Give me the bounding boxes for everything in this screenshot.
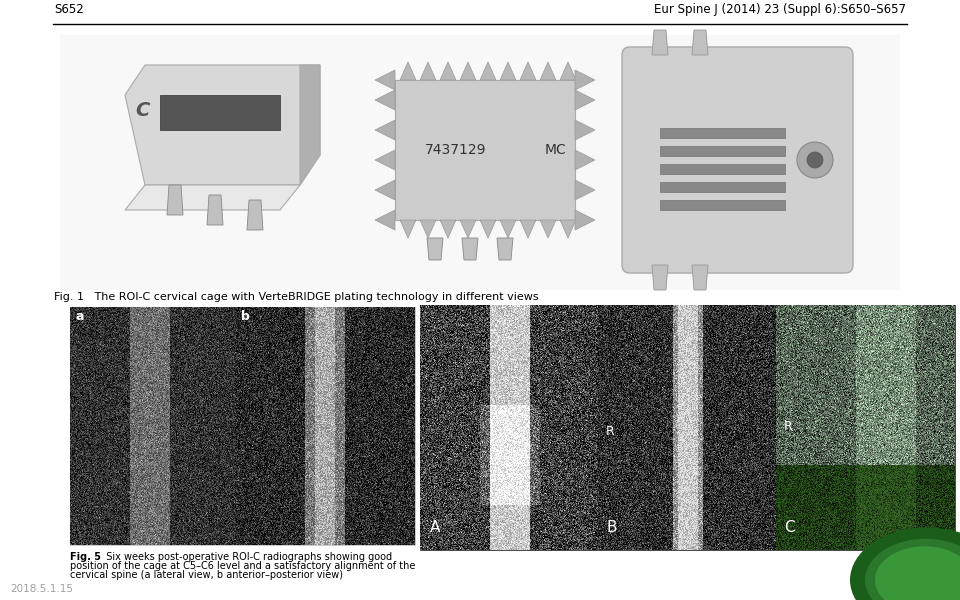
Polygon shape: [480, 220, 496, 238]
FancyBboxPatch shape: [420, 305, 955, 550]
Polygon shape: [560, 220, 576, 238]
Text: 2018.5.1.15: 2018.5.1.15: [10, 584, 73, 594]
Polygon shape: [400, 62, 416, 80]
Polygon shape: [440, 62, 456, 80]
Polygon shape: [375, 90, 395, 110]
Circle shape: [797, 142, 833, 178]
Text: R: R: [784, 420, 793, 433]
Text: Fig. 1   The ROI-C cervical cage with VerteBRIDGE plating technology in differen: Fig. 1 The ROI-C cervical cage with Vert…: [54, 292, 539, 302]
Polygon shape: [125, 65, 320, 185]
Polygon shape: [420, 220, 436, 238]
Polygon shape: [375, 120, 395, 140]
FancyBboxPatch shape: [70, 307, 415, 545]
Polygon shape: [167, 185, 183, 215]
Text: R: R: [606, 425, 614, 438]
Polygon shape: [125, 185, 300, 210]
Polygon shape: [575, 180, 595, 200]
Ellipse shape: [875, 546, 960, 600]
Ellipse shape: [850, 527, 960, 600]
Polygon shape: [652, 30, 668, 55]
Polygon shape: [462, 238, 478, 260]
Circle shape: [807, 152, 823, 168]
Polygon shape: [395, 80, 575, 220]
Polygon shape: [575, 120, 595, 140]
Polygon shape: [575, 90, 595, 110]
Polygon shape: [400, 220, 416, 238]
Text: cervical spine (a lateral view, b anterior–posterior view): cervical spine (a lateral view, b anteri…: [70, 570, 343, 580]
Polygon shape: [692, 265, 708, 290]
Polygon shape: [375, 180, 395, 200]
Polygon shape: [500, 62, 516, 80]
Polygon shape: [420, 62, 436, 80]
Polygon shape: [500, 220, 516, 238]
Ellipse shape: [865, 539, 960, 600]
Polygon shape: [497, 238, 513, 260]
Polygon shape: [247, 200, 263, 230]
Polygon shape: [300, 65, 320, 185]
FancyBboxPatch shape: [660, 128, 785, 138]
Polygon shape: [375, 70, 395, 90]
Polygon shape: [480, 62, 496, 80]
Polygon shape: [540, 62, 556, 80]
Text: MC: MC: [545, 143, 566, 157]
Polygon shape: [575, 150, 595, 170]
Polygon shape: [427, 238, 443, 260]
Text: Fig. 5: Fig. 5: [70, 552, 101, 562]
Text: Eur Spine J (2014) 23 (Suppl 6):S650–S657: Eur Spine J (2014) 23 (Suppl 6):S650–S65…: [654, 3, 906, 16]
Text: 7437129: 7437129: [425, 143, 487, 157]
Polygon shape: [375, 150, 395, 170]
FancyBboxPatch shape: [660, 200, 785, 210]
Polygon shape: [652, 265, 668, 290]
Polygon shape: [520, 62, 536, 80]
FancyBboxPatch shape: [160, 95, 280, 130]
Polygon shape: [207, 195, 223, 225]
Text: S652: S652: [54, 3, 84, 16]
Text: a: a: [76, 310, 84, 323]
Polygon shape: [560, 62, 576, 80]
Text: Six weeks post-operative ROI-C radiographs showing good: Six weeks post-operative ROI-C radiograp…: [100, 552, 392, 562]
Text: position of the cage at C5–C6 level and a satisfactory alignment of the: position of the cage at C5–C6 level and …: [70, 561, 416, 571]
FancyBboxPatch shape: [60, 35, 900, 290]
Polygon shape: [692, 30, 708, 55]
Text: A: A: [430, 520, 441, 535]
Text: C: C: [134, 100, 149, 119]
Polygon shape: [520, 220, 536, 238]
Text: b: b: [241, 310, 250, 323]
Text: C: C: [784, 520, 795, 535]
Polygon shape: [375, 210, 395, 230]
Polygon shape: [575, 210, 595, 230]
FancyBboxPatch shape: [622, 47, 853, 273]
FancyBboxPatch shape: [660, 146, 785, 156]
Polygon shape: [460, 62, 476, 80]
Text: B: B: [606, 520, 616, 535]
Polygon shape: [575, 70, 595, 90]
Polygon shape: [440, 220, 456, 238]
Polygon shape: [460, 220, 476, 238]
FancyBboxPatch shape: [660, 182, 785, 192]
FancyBboxPatch shape: [660, 164, 785, 174]
Polygon shape: [540, 220, 556, 238]
